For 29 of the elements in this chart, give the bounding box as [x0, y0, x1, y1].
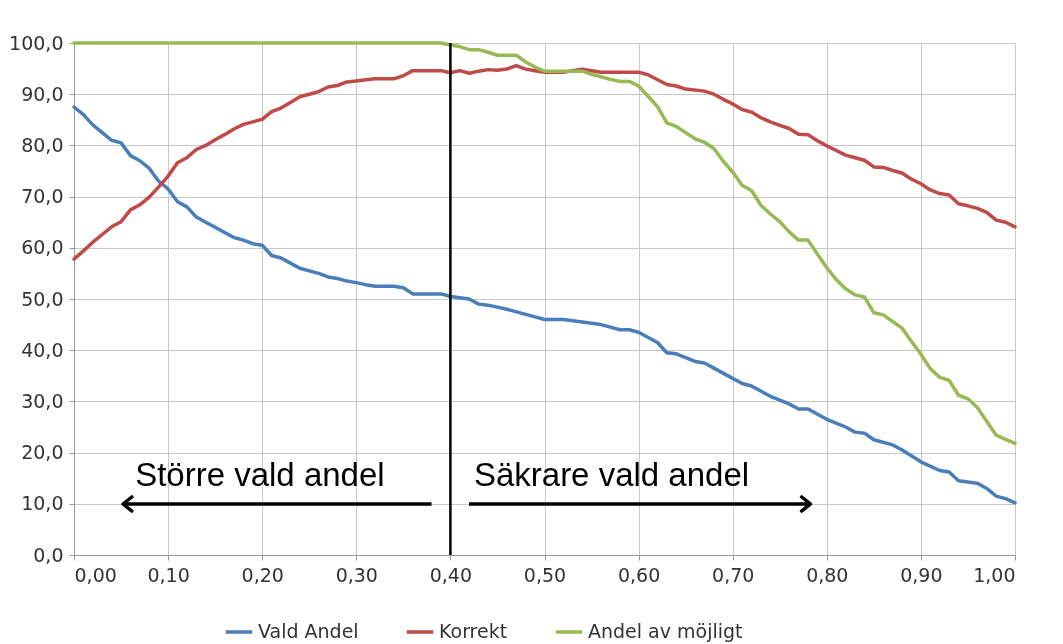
y-tick-label: 10,0 — [21, 492, 64, 515]
y-tick-label: 40,0 — [21, 338, 64, 361]
x-tick-label: 0,50 — [523, 563, 567, 586]
legend-label: Andel av möjligt — [588, 620, 743, 642]
x-tick-label: 0,20 — [241, 563, 284, 586]
x-tick-label: 0,40 — [429, 563, 473, 586]
x-tick-label: 0,30 — [335, 563, 378, 586]
line-series — [72, 63, 1017, 261]
y-tick-label: 20,0 — [21, 441, 64, 464]
annotation: Säkrare vald andel — [473, 455, 750, 493]
y-tick-label: 90,0 — [21, 82, 64, 105]
y-tick-label: 60,0 — [21, 236, 64, 259]
x-tick-label: 0,70 — [712, 563, 755, 586]
y-tick-label: 0,0 — [33, 543, 64, 566]
line-series — [72, 105, 1017, 505]
legend-label: Korrekt — [439, 620, 508, 642]
y-tick-label: 50,0 — [21, 287, 64, 310]
y-tick-label: 80,0 — [21, 133, 64, 156]
annotation: Större vald andel — [135, 455, 385, 493]
legend-label: Vald Andel — [258, 620, 359, 642]
y-tick-label: 70,0 — [21, 185, 64, 208]
x-tick-label: 0,00 — [74, 563, 117, 586]
y-tick-label: 30,0 — [21, 389, 64, 412]
x-tick-label: 0,60 — [617, 563, 661, 586]
x-tick-label: 1,00 — [973, 563, 1016, 586]
x-tick-label: 0,90 — [900, 563, 943, 586]
x-tick-label: 0,80 — [806, 563, 849, 586]
y-tick-label: 100,0 — [9, 31, 64, 54]
x-tick-label: 0,10 — [147, 563, 190, 586]
